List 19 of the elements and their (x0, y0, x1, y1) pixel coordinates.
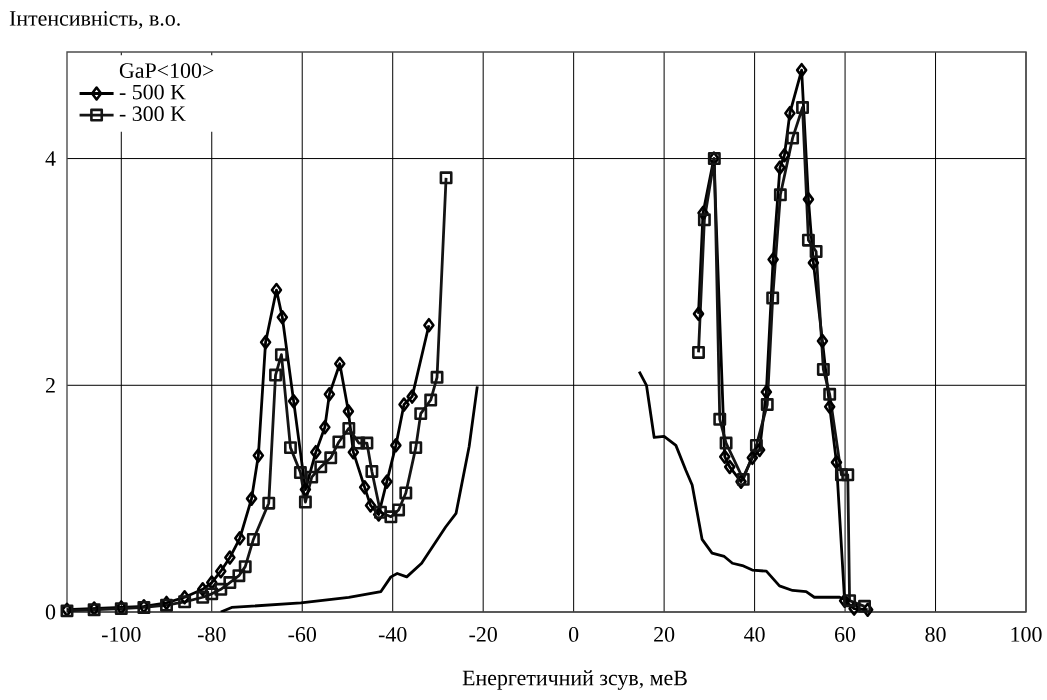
legend-label: - 300 K (119, 106, 186, 122)
x-tick-label: 0 (569, 627, 579, 642)
y-axis-title: Інтенсивність, в.о. (9, 11, 180, 29)
x-tick-label: 80 (925, 627, 946, 642)
x-tick-label: 40 (744, 627, 765, 642)
x-tick-label: 60 (835, 627, 856, 642)
x-tick-label: -60 (288, 627, 316, 642)
legend-label: - 500 K (119, 84, 186, 100)
x-axis-title: Енергетичний зсув, меВ (462, 670, 687, 690)
y-tick-label: 0 (45, 604, 56, 620)
y-tick-label: 2 (45, 378, 55, 393)
x-tick-label: -80 (197, 627, 226, 642)
legend-title: GaP<100> (119, 63, 214, 78)
x-tick-label: -40 (378, 627, 407, 642)
x-tick-label: 20 (654, 627, 675, 642)
x-tick-label: -20 (469, 627, 497, 642)
x-tick-label: 100 (1011, 627, 1042, 642)
y-tick-label: 4 (45, 151, 56, 166)
x-tick-label: -100 (102, 627, 141, 642)
